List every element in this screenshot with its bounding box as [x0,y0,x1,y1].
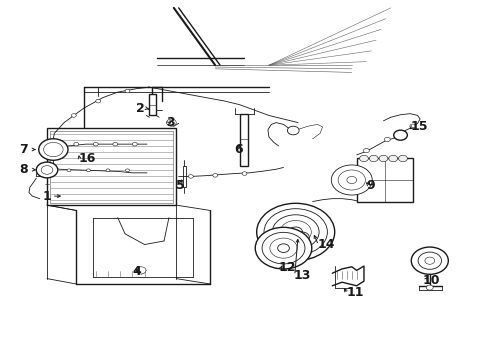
Text: 7: 7 [19,143,27,156]
Text: 9: 9 [366,179,374,192]
Circle shape [393,130,407,140]
Circle shape [36,162,58,178]
Text: 13: 13 [293,269,310,282]
Circle shape [43,142,63,157]
Circle shape [74,142,79,146]
Circle shape [256,203,334,261]
Text: 5: 5 [176,179,184,192]
Circle shape [277,244,289,252]
Circle shape [39,139,68,160]
Circle shape [378,155,387,162]
Text: 11: 11 [346,287,364,300]
Text: 12: 12 [278,261,296,274]
Text: 1: 1 [42,190,51,203]
Text: 8: 8 [19,163,27,176]
Circle shape [388,155,397,162]
Circle shape [166,119,176,126]
Bar [47,128,176,205]
Circle shape [417,252,441,269]
Bar [50,131,172,203]
Circle shape [346,176,356,184]
Circle shape [125,169,129,172]
Circle shape [330,165,371,195]
Circle shape [272,215,319,249]
Circle shape [113,142,118,146]
Circle shape [363,148,368,153]
Circle shape [71,114,76,117]
Text: 6: 6 [234,143,243,156]
Text: 2: 2 [136,102,144,115]
Circle shape [368,155,377,162]
Bar [182,166,185,187]
Text: 4: 4 [132,265,141,278]
Text: 16: 16 [79,152,96,165]
Circle shape [125,89,130,93]
Circle shape [359,155,367,162]
Circle shape [264,209,327,255]
Circle shape [136,267,146,274]
Circle shape [67,169,71,172]
Circle shape [269,238,297,258]
Text: 15: 15 [409,120,427,133]
Bar [356,158,412,202]
Circle shape [41,166,53,174]
Bar [149,94,156,116]
Circle shape [337,170,365,190]
Circle shape [288,227,302,237]
Text: 3: 3 [166,116,175,129]
Circle shape [96,99,101,103]
Circle shape [287,126,299,135]
Circle shape [93,142,98,146]
Circle shape [86,169,90,172]
Circle shape [384,137,389,141]
Circle shape [424,257,434,264]
Circle shape [255,227,311,269]
Circle shape [212,174,217,177]
Circle shape [242,172,246,175]
Circle shape [262,232,305,264]
Circle shape [280,221,311,243]
Bar [239,114,248,166]
Text: 10: 10 [422,274,439,287]
Circle shape [426,285,432,290]
Text: 14: 14 [317,238,334,251]
Circle shape [188,175,193,178]
Circle shape [410,247,447,274]
Circle shape [398,155,407,162]
Circle shape [294,232,309,243]
Circle shape [409,124,415,129]
Circle shape [132,142,137,146]
Circle shape [106,169,110,172]
